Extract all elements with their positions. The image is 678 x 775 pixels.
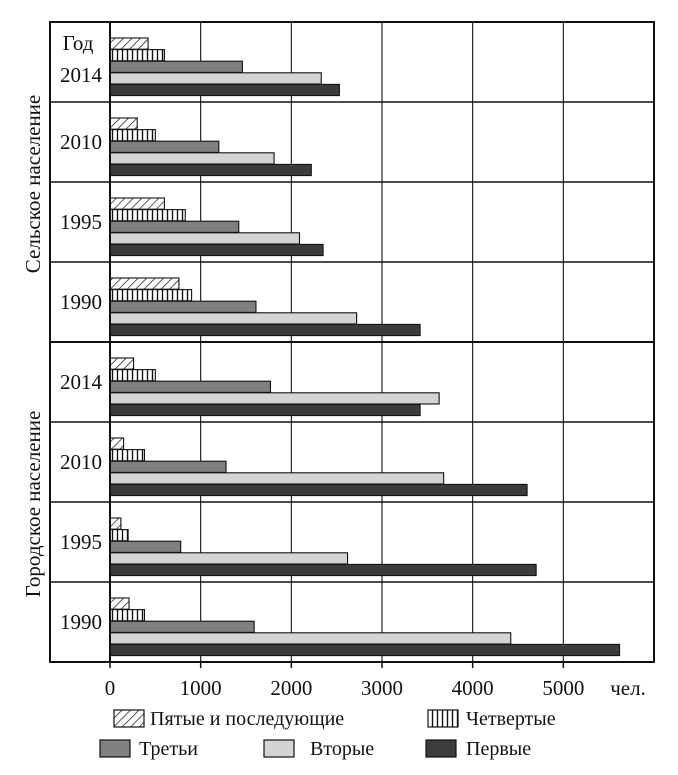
legend-label-third: Третьи — [139, 738, 198, 760]
bar-1990-series-0 — [109, 597, 130, 610]
legend-swatch-fourth — [427, 709, 459, 728]
bar-2010-series-2 — [109, 460, 227, 473]
bar-2010-series-4 — [109, 483, 528, 497]
bar-1995-series-2 — [109, 220, 240, 233]
x-unit-label: чел. — [610, 676, 646, 700]
bar-1995-series-4 — [109, 563, 537, 577]
legend: Пятые и последующие Четвертые Третьи Вто… — [99, 708, 556, 760]
bar-2014-series-3 — [109, 72, 322, 85]
bar-2014-series-2 — [109, 60, 243, 73]
legend-label-second: Вторые — [310, 738, 374, 760]
year-label-1995: 1995 — [60, 530, 102, 554]
tick-layer: 0 1000 2000 3000 4000 5000 — [105, 662, 584, 700]
year-label-1990: 1990 — [60, 290, 102, 314]
year-label-2010: 2010 — [60, 450, 102, 474]
legend-swatch-first — [425, 739, 457, 758]
bar-2010-series-0 — [109, 117, 138, 130]
tick-label-0: 0 — [105, 676, 116, 700]
legend-label-first: Первые — [466, 738, 531, 760]
legend-swatch-fifth — [113, 709, 145, 728]
legend-label-fourth: Четвертые — [466, 708, 556, 730]
bar-1990-series-3 — [109, 632, 512, 645]
year-label-2010: 2010 — [60, 130, 102, 154]
bar-2010-series-4 — [109, 163, 312, 177]
legend-swatch-second — [263, 739, 295, 758]
bar-2014-series-1 — [109, 49, 165, 62]
separator-layer — [50, 101, 654, 583]
bar-2014-series-3 — [109, 392, 440, 405]
bar-2010-series-3 — [109, 152, 275, 165]
bar-1990-series-2 — [109, 620, 255, 633]
tick-label-2000: 2000 — [270, 676, 312, 700]
bar-1995-series-2 — [109, 540, 182, 553]
bar-1995-series-0 — [109, 517, 122, 530]
bar-2014-series-0 — [109, 37, 149, 50]
tick-label-3000: 3000 — [361, 676, 403, 700]
year-label-1990: 1990 — [60, 610, 102, 634]
legend-swatch-third — [99, 739, 131, 758]
bar-1995-series-4 — [109, 243, 324, 257]
bar-2014-series-4 — [109, 83, 340, 97]
bar-1990-series-1 — [109, 289, 193, 302]
bar-1990-series-2 — [109, 300, 257, 313]
bar-1990-series-4 — [109, 323, 421, 337]
year-label-2014: 2014 — [60, 370, 103, 394]
bar-1995-series-1 — [109, 529, 129, 542]
tick-label-1000: 1000 — [180, 676, 222, 700]
bar-2014-series-1 — [109, 369, 156, 382]
bar-2010-series-1 — [109, 129, 156, 142]
group-label-urban: Городское население — [21, 411, 45, 598]
bar-1990-series-4 — [109, 643, 621, 657]
bar-1990-series-3 — [109, 312, 358, 325]
bar-1990-series-1 — [109, 609, 146, 622]
year-label-1995: 1995 — [60, 210, 102, 234]
bar-1990-series-0 — [109, 277, 180, 290]
bar-2010-series-1 — [109, 449, 146, 462]
year-label-2014: 2014 — [60, 63, 103, 87]
bar-2010-series-0 — [109, 437, 125, 450]
bar-2014-series-0 — [109, 357, 135, 370]
bar-1995-series-3 — [109, 552, 349, 565]
bar-2014-series-4 — [109, 403, 421, 417]
bar-2010-series-2 — [109, 140, 220, 153]
bar-2014-series-2 — [109, 380, 272, 393]
label-layer: 2014 2010 1995 1990 2014 2010 1995 1990 — [60, 63, 103, 634]
bar-layer — [109, 37, 621, 657]
bar-2010-series-3 — [109, 472, 445, 485]
bar-1995-series-3 — [109, 232, 301, 245]
year-header: Год — [63, 31, 94, 55]
bar-1995-series-1 — [109, 209, 186, 222]
tick-label-5000: 5000 — [542, 676, 584, 700]
group-label-rural: Сельское население — [21, 95, 45, 273]
bar-1995-series-0 — [109, 197, 165, 210]
tick-label-4000: 4000 — [452, 676, 494, 700]
legend-label-fifth: Пятые и последующие — [150, 708, 344, 730]
